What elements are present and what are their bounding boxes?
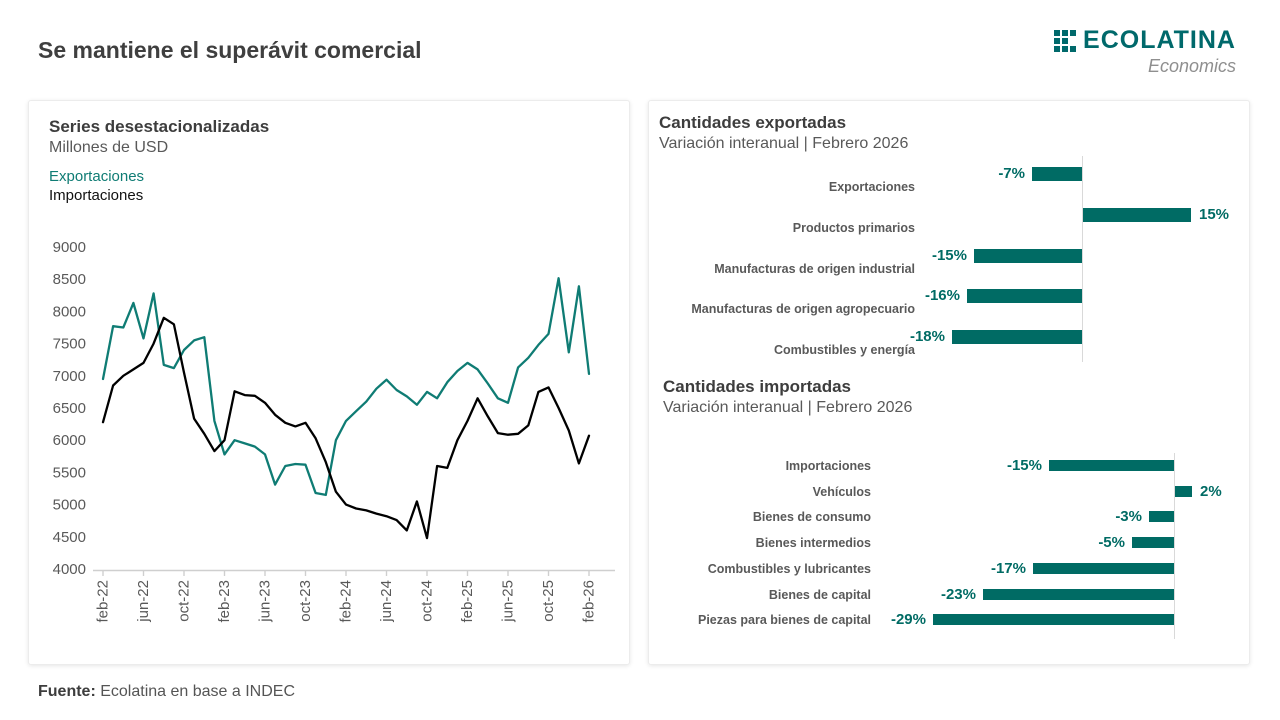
bar-value-label: -3% [1115,507,1142,525]
y-tick-label: 8500 [53,271,86,288]
bar-category-label: Combustibles y energía [773,343,915,357]
x-tick-label: oct-24 [419,580,436,622]
bar-category-label: Bienes de capital [768,588,871,602]
y-tick-label: 6500 [53,400,86,417]
logo-grid-icon [1054,29,1077,52]
bar-value-label: -17% [990,559,1026,577]
bar-value-label: -15% [931,247,967,264]
bar-combustibles-y-lubricantes [1033,563,1174,574]
y-tick-label: 9000 [53,239,86,256]
x-tick-label: oct-22 [176,580,193,622]
x-tick-label: feb-22 [95,580,112,623]
exports-bar-chart: -7% Exportaciones 15% Productos primarios -1… [657,156,1243,366]
bar-manufacturas-de-origen-industrial [974,249,1082,263]
bar-bienes-de-consumo [1149,511,1174,522]
x-tick-label: feb-23 [216,580,233,623]
bar-veh-culos [1175,486,1192,497]
bar-category-label: Piezas para bienes de capital [698,613,871,627]
line-chart: 4000 4500 5000 5500 6000 6500 7000 7500 8000 8500… [53,239,615,623]
bar-category-label: Bienes intermedios [755,536,871,550]
bar-value-label: 2% [1200,482,1222,500]
x-tick-label: feb-26 [581,580,598,623]
logo-tagline: Economics [1147,56,1236,76]
source-label: Fuente: [38,683,96,700]
x-tick-label: jun-22 [135,580,152,623]
x-tick-label: feb-24 [338,580,355,623]
y-tick-label: 7500 [53,336,86,353]
page-title: Se mantiene el superávit comercial [38,37,422,63]
bar-category-label: Manufacturas de origen industrial [714,262,915,276]
y-tick-label: 4500 [53,529,86,546]
bar-value-label: -15% [1006,456,1042,474]
x-tick-label: feb-25 [459,580,476,623]
importaciones-line [101,316,591,540]
bar-category-label: Bienes de consumo [752,510,871,524]
bar-value-label: -5% [1098,533,1125,551]
x-tick-label: oct-23 [297,580,314,622]
bar-productos-primarios [1083,208,1191,222]
bar-value-label: -7% [998,165,1025,182]
ecolatina-logo: ECOLATINA Economics [1036,26,1236,77]
bar-category-label: Exportaciones [828,180,915,194]
x-tick-label: jun-24 [378,580,395,623]
legend-exportaciones: Exportaciones [49,168,145,185]
logo-wordmark: ECOLATINA [1083,26,1236,54]
bar-category-label: Combustibles y lubricantes [707,562,871,576]
imports-chart-subtitle: Variación interanual | Febrero 2026 [663,399,913,416]
x-tick-label: oct-25 [540,580,557,622]
bar-combustibles-y-energ-a [952,330,1082,344]
y-tick-label: 7000 [53,368,86,385]
bar-importaciones [1049,460,1174,471]
bar-chart-axis [1082,156,1083,362]
y-tick-label: 5500 [53,464,86,481]
card-cantidades: Cantidades exportadas Variación interanu… [648,100,1250,665]
bar-chart-axis [1174,453,1175,639]
line-chart-subtitle: Millones de USD [49,139,169,156]
bar-piezas-para-bienes-de-capital [933,614,1174,625]
bar-bienes-de-capital [983,589,1174,600]
y-tick-label: 5000 [53,497,86,514]
bar-value-label: 15% [1199,206,1230,223]
line-chart-legend: Exportaciones Importaciones [49,167,144,205]
exports-chart-subtitle: Variación interanual | Febrero 2026 [659,135,909,152]
bar-category-label: Productos primarios [792,221,915,235]
y-tick-label: 6000 [53,432,86,449]
source-note: Fuente: Ecolatina en base a INDEC [38,683,295,701]
imports-chart-title: Cantidades importadas [663,377,851,396]
bar-category-label: Manufacturas de origen agropecuario [691,302,915,316]
bar-exportaciones [1032,167,1082,181]
y-tick-label: 4000 [53,561,86,578]
legend-importaciones: Importaciones [49,187,144,204]
bar-bienes-intermedios [1132,537,1174,548]
bar-value-label: -23% [940,585,976,603]
x-tick-label: jun-25 [500,580,517,623]
x-tick-label: jun-23 [257,580,274,623]
card-series-desestacionalizadas: Series desestacionalizadas Millones de U… [28,100,630,665]
line-chart-title: Series desestacionalizadas [49,117,270,136]
imports-bar-chart: -15% Importaciones 2% Vehículos -3% Bienes de… [657,453,1243,643]
exports-chart-title: Cantidades exportadas [659,113,847,132]
bar-value-label: -18% [909,328,945,345]
y-tick-label: 8000 [53,303,86,320]
exportaciones-line [101,277,591,497]
bar-category-label: Importaciones [785,459,871,473]
source-text: Ecolatina en base a INDEC [95,683,295,700]
bar-value-label: -16% [924,287,960,304]
bar-manufacturas-de-origen-agropecuario [967,289,1082,303]
bar-category-label: Vehículos [812,485,871,499]
bar-value-label: -29% [890,610,926,628]
